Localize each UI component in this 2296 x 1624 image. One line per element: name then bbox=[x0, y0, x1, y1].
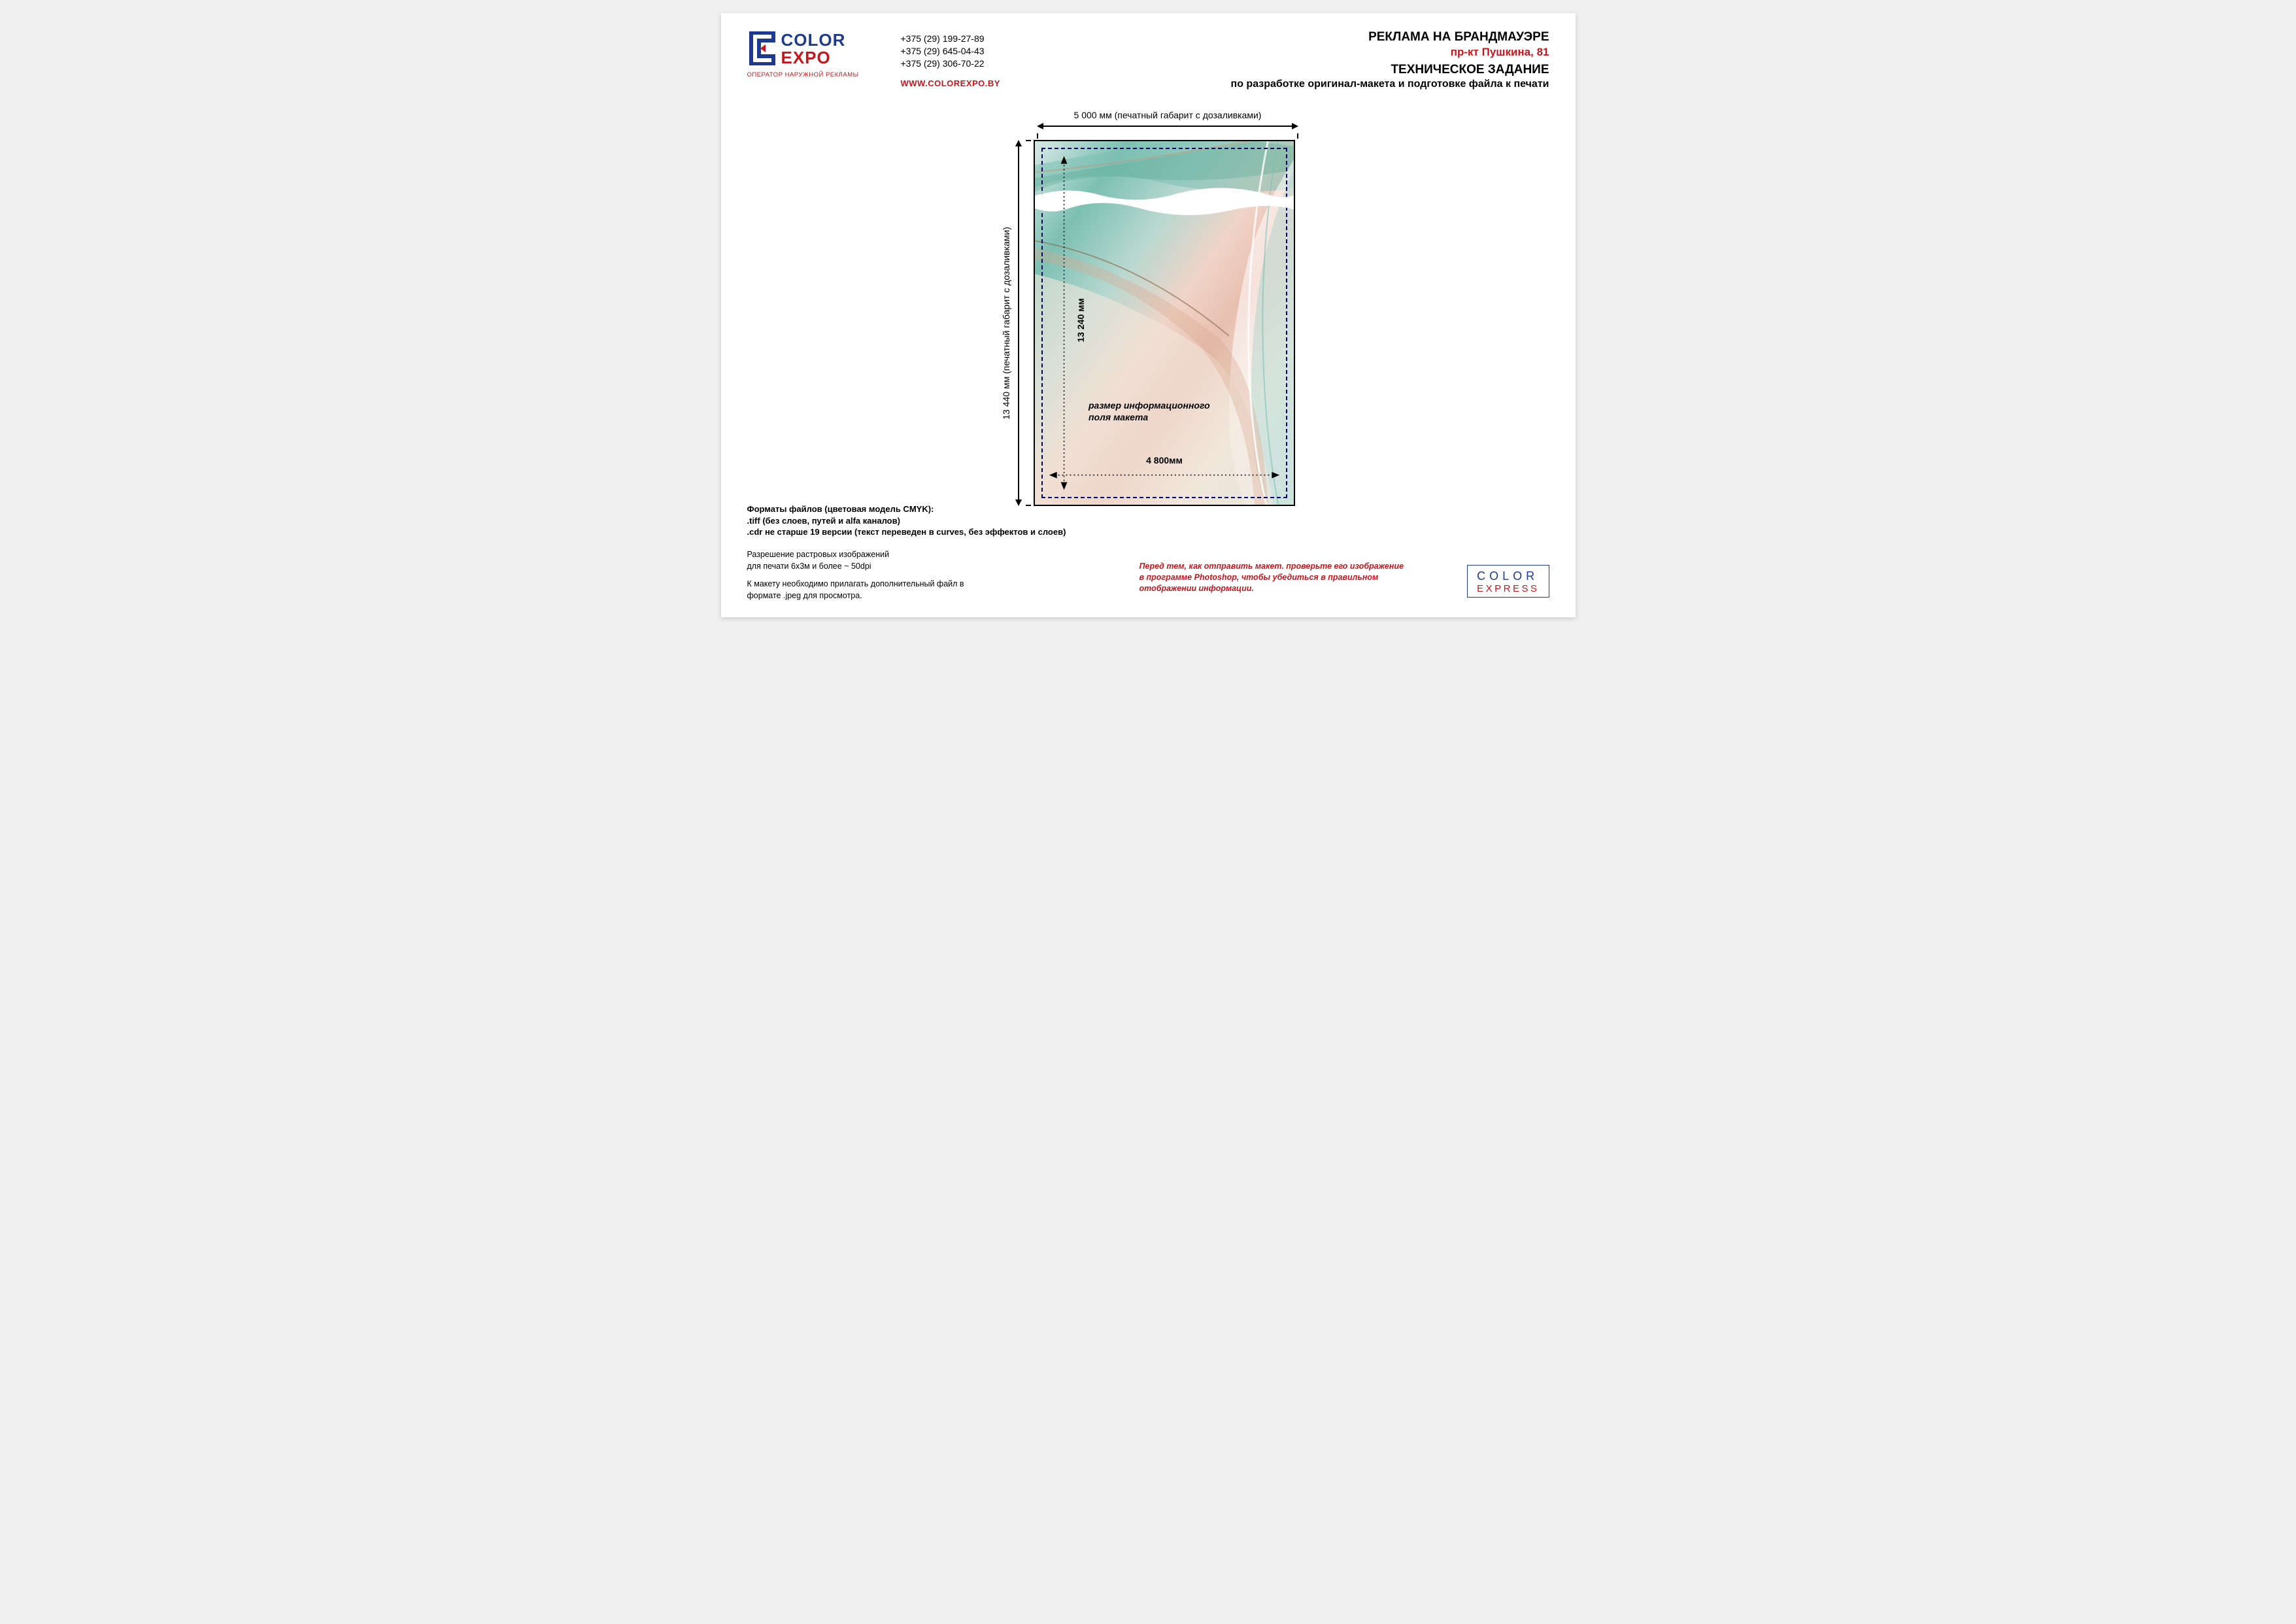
spacer bbox=[747, 572, 964, 579]
inner-height-label: 13 240 мм bbox=[1075, 298, 1086, 342]
spec-plain-1: Разрешение растровых изображений bbox=[747, 549, 964, 561]
title-line3: ТЕХНИЧЕСКОЕ ЗАДАНИЕ bbox=[1231, 63, 1549, 77]
spec-plain-3: К макету необходимо прилагать дополнител… bbox=[747, 579, 964, 590]
spec-bold-3: .cdr не старше 19 версии (текст переведе… bbox=[747, 526, 1066, 538]
info-text-line1: размер информационного bbox=[1089, 399, 1210, 411]
phone-3: +375 (29) 306-70-22 bbox=[901, 58, 985, 70]
left-dimension-line bbox=[1015, 140, 1022, 506]
title-line4: по разработке оригинал-макета и подготов… bbox=[1231, 78, 1549, 90]
outer-height-label: 13 440 мм (печатный габарит с дозаливкам… bbox=[1001, 227, 1011, 420]
info-field-text: размер информационного поля макета bbox=[1089, 399, 1210, 423]
phone-2: +375 (29) 645-04-43 bbox=[901, 45, 985, 58]
logo-main: COLOR EXPO bbox=[747, 31, 859, 67]
page: COLOR EXPO ОПЕРАТОР НАРУЖНОЙ РЕКЛАМЫ +37… bbox=[721, 13, 1576, 617]
color-express-line2: EXPRESS bbox=[1477, 583, 1539, 594]
warning-line3: отображении информации. bbox=[1140, 583, 1427, 594]
vertical-line bbox=[1018, 146, 1019, 499]
spec-bold-2: .tiff (без слоев, путей и alfa каналов) bbox=[747, 515, 1066, 527]
logo-text: COLOR EXPO bbox=[781, 31, 846, 67]
inner-width-label: 4 800мм bbox=[1035, 455, 1294, 465]
logo-block: COLOR EXPO ОПЕРАТОР НАРУЖНОЙ РЕКЛАМЫ bbox=[747, 31, 859, 78]
tear-strip-icon bbox=[1034, 182, 1295, 218]
diagram: 5 000 мм (печатный габарит с дозаливками… bbox=[998, 110, 1298, 506]
resolution-specs: Разрешение растровых изображений для печ… bbox=[747, 549, 964, 601]
title-block: РЕКЛАМА НА БРАНДМАУЭРЕ пр-кт Пушкина, 81… bbox=[1231, 30, 1549, 90]
file-format-specs: Форматы файлов (цветовая модель CMYK): .… bbox=[747, 503, 1066, 538]
title-line1: РЕКЛАМА НА БРАНДМАУЭРЕ bbox=[1231, 30, 1549, 44]
arrow-right-icon bbox=[1292, 123, 1298, 129]
arrow-up-icon bbox=[1015, 140, 1022, 146]
logo-mark-icon bbox=[747, 31, 776, 65]
color-express-badge: COLOR EXPRESS bbox=[1467, 565, 1549, 598]
logo-text-line1: COLOR bbox=[781, 31, 846, 49]
spec-plain-2: для печати 6х3м и более ~ 50dpi bbox=[747, 561, 964, 573]
phone-1: +375 (29) 199-27-89 bbox=[901, 33, 985, 45]
outer-width-label: 5 000 мм (печатный габарит с дозаливками… bbox=[1074, 110, 1262, 120]
horizontal-line bbox=[1043, 126, 1292, 127]
info-text-line2: поля макета bbox=[1089, 411, 1210, 423]
warning-line2: в программе Photoshop, чтобы убедиться в… bbox=[1140, 572, 1427, 583]
arrow-left-icon bbox=[1037, 123, 1043, 129]
left-ticks bbox=[1026, 140, 1031, 506]
logo-text-line2: EXPO bbox=[781, 49, 846, 67]
spec-bold-1: Форматы файлов (цветовая модель CMYK): bbox=[747, 503, 1066, 515]
diagram-mid-row: 13 440 мм (печатный габарит с дозаливкам… bbox=[1001, 140, 1295, 506]
left-dimension-col: 13 440 мм (печатный габарит с дозаливкам… bbox=[1001, 140, 1034, 506]
tick bbox=[1026, 140, 1031, 141]
artwork-canvas: 13 240 мм размер информационного поля ма… bbox=[1034, 140, 1295, 506]
color-express-line1: COLOR bbox=[1477, 569, 1539, 583]
warning-line1: Перед тем, как отправить макет. проверьт… bbox=[1140, 561, 1427, 572]
tick bbox=[1297, 133, 1298, 139]
title-line2: пр-кт Пушкина, 81 bbox=[1231, 46, 1549, 59]
top-ticks bbox=[1037, 133, 1298, 139]
tick bbox=[1037, 133, 1038, 139]
phone-list: +375 (29) 199-27-89 +375 (29) 645-04-43 … bbox=[901, 33, 985, 70]
warning-text: Перед тем, как отправить макет. проверьт… bbox=[1140, 561, 1427, 594]
top-dimension-line bbox=[1037, 123, 1298, 129]
spec-plain-4: формате .jpeg для просмотра. bbox=[747, 590, 964, 602]
logo-subtitle: ОПЕРАТОР НАРУЖНОЙ РЕКЛАМЫ bbox=[747, 71, 859, 78]
website-link: WWW.COLOREXPO.BY bbox=[901, 78, 1000, 88]
